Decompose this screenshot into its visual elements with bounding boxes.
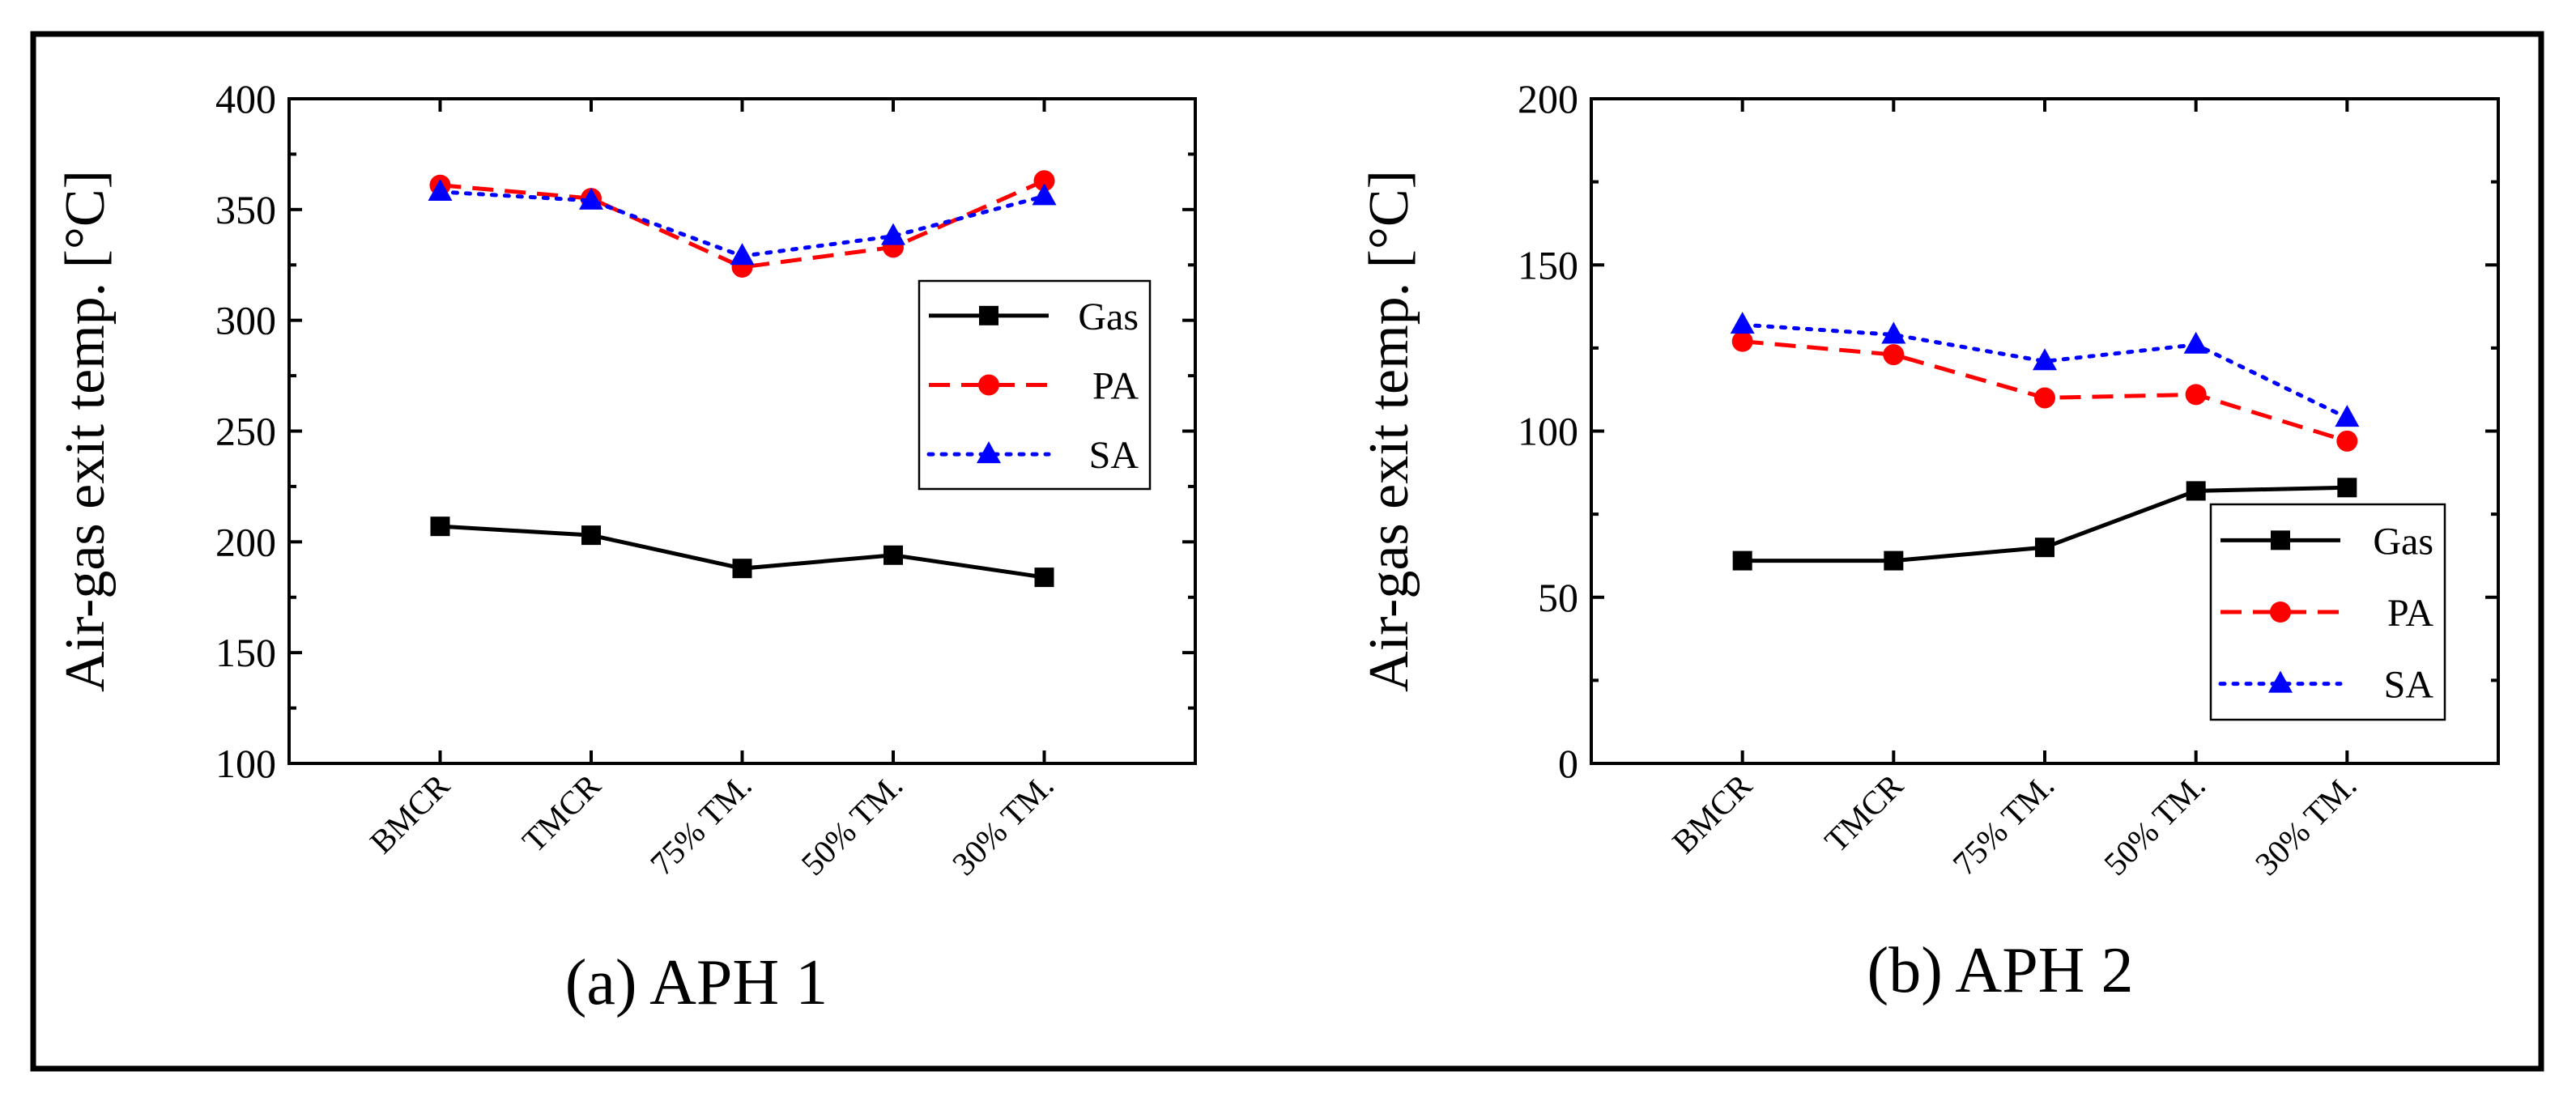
x-tick-label: TMCR xyxy=(1817,766,1910,859)
data-point-gas xyxy=(430,516,450,537)
data-point-gas xyxy=(1884,550,1904,571)
legend: Gas PA SA xyxy=(2209,503,2446,721)
legend-marker-sa xyxy=(977,441,1001,464)
data-point-sa xyxy=(881,223,905,245)
legend: Gas PA SA xyxy=(918,279,1152,491)
panel-caption: (a) APH 1 xyxy=(565,947,828,1018)
data-point-gas xyxy=(884,545,903,565)
data-point-sa xyxy=(1881,321,1906,344)
legend-label-gas: Gas xyxy=(1078,295,1139,338)
data-point-gas xyxy=(732,559,752,579)
data-point-pa xyxy=(1033,170,1055,192)
legend-marker-pa xyxy=(978,374,999,396)
legend-label-pa: PA xyxy=(2387,592,2433,635)
data-point-gas xyxy=(1034,568,1054,588)
data-point-gas xyxy=(1732,550,1752,571)
series-gas xyxy=(1732,478,2357,571)
x-tick-label: BMCR xyxy=(363,766,458,861)
x-tick-label: BMCR xyxy=(1665,766,1760,861)
data-point-sa xyxy=(579,187,603,210)
x-tick-label: 50% TM. xyxy=(794,767,909,882)
legend-label-gas: Gas xyxy=(2373,520,2433,563)
series-pa xyxy=(1731,330,2358,452)
series-sa xyxy=(1730,312,2360,427)
legend-label-sa: SA xyxy=(1089,434,1139,477)
x-tick-label: 75% TM. xyxy=(1945,767,2061,882)
data-point-sa xyxy=(1032,183,1057,206)
data-point-gas xyxy=(2337,478,2357,498)
data-point-pa xyxy=(1883,344,1905,366)
chart-panels: 100 150 200 250 300 350 400 BMCR TMCR 75% TM. 50% … xyxy=(54,76,2500,1018)
legend-marker-gas xyxy=(2271,530,2290,550)
legend-label-sa: SA xyxy=(2384,664,2434,707)
data-point-sa xyxy=(2033,348,2057,371)
chart-panel-2: 0 50 100 150 200 BMCR TMCR 75% TM. 50% TM. 30% TM… xyxy=(1358,76,2500,1006)
figure-frame xyxy=(30,31,2544,1072)
data-point-sa xyxy=(428,178,453,201)
legend-marker-pa xyxy=(2270,602,2291,623)
data-point-pa xyxy=(1731,330,1753,352)
y-tick-label: 150 xyxy=(1518,242,1578,287)
y-tick-label: 300 xyxy=(215,298,276,343)
y-tick-label: 100 xyxy=(1518,409,1578,454)
data-point-pa xyxy=(2034,387,2055,409)
data-point-gas xyxy=(581,525,601,546)
y-tick-label: 100 xyxy=(215,741,276,786)
legend-label-pa: PA xyxy=(1092,365,1139,408)
legend-marker-sa xyxy=(2268,670,2293,693)
data-point-sa xyxy=(730,243,755,266)
x-tick-label: 30% TM. xyxy=(945,767,1061,882)
y-tick-label: 50 xyxy=(1538,575,1578,620)
series-sa xyxy=(428,178,1057,266)
y-tick-label: 400 xyxy=(215,76,276,121)
data-point-sa xyxy=(1730,312,1755,334)
data-point-sa xyxy=(2335,405,2360,427)
series-line-pa xyxy=(440,178,1045,270)
x-tick-label: 50% TM. xyxy=(2097,767,2212,882)
y-tick-label: 350 xyxy=(215,187,276,232)
x-tick-label: 30% TM. xyxy=(2248,767,2364,882)
panel-caption: (b) APH 2 xyxy=(1867,935,2134,1006)
data-point-pa xyxy=(2185,384,2207,406)
x-tick-label: 75% TM. xyxy=(643,767,759,882)
data-point-pa xyxy=(2336,430,2358,452)
y-tick-label: 200 xyxy=(215,519,276,564)
y-axis-label: Air-gas exit temp. [°C] xyxy=(1358,170,1420,692)
y-axis-label: Air-gas exit temp. [°C] xyxy=(54,170,117,692)
data-point-gas xyxy=(2186,481,2206,501)
y-tick-label: 0 xyxy=(1558,741,1578,786)
y-tick-label: 250 xyxy=(215,409,276,454)
series-gas xyxy=(430,516,1054,588)
chart-panel-1: 100 150 200 250 300 350 400 BMCR TMCR 75% TM. 50% … xyxy=(54,76,1197,1018)
data-point-gas xyxy=(2035,538,2054,558)
data-point-sa xyxy=(2183,331,2208,354)
legend-marker-gas xyxy=(979,305,998,325)
x-tick-label: TMCR xyxy=(515,766,608,859)
y-tick-label: 200 xyxy=(1518,76,1578,121)
y-tick-label: 150 xyxy=(215,630,276,675)
